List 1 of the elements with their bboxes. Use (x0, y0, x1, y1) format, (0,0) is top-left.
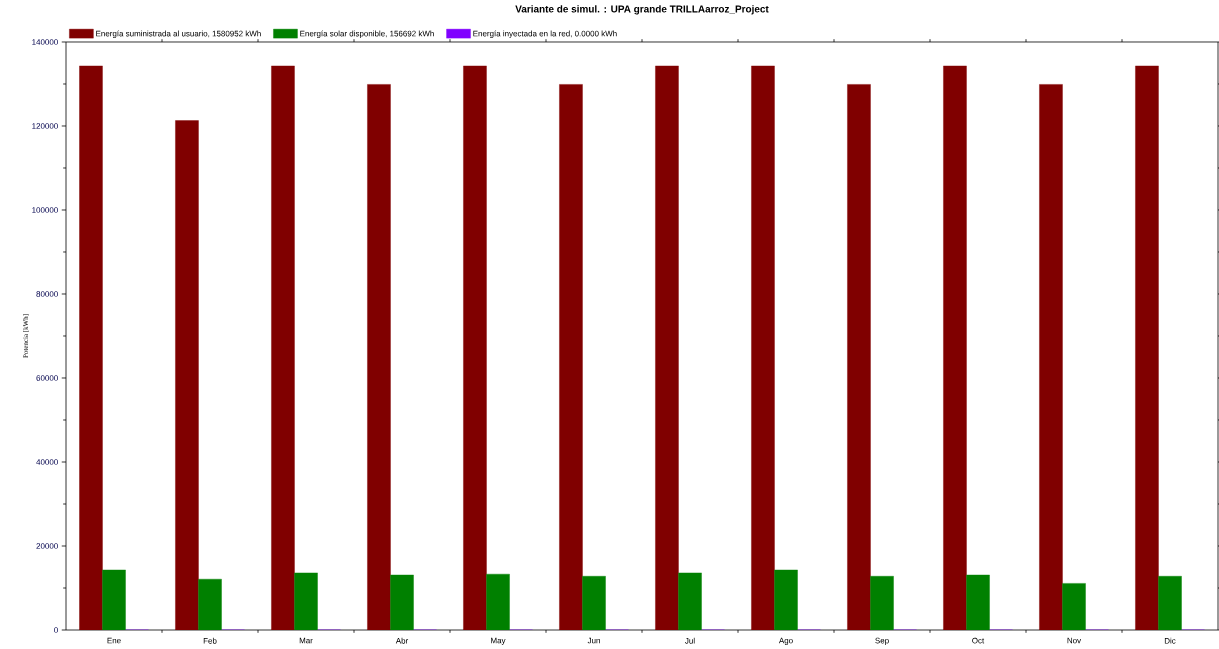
chart-title: Variante de simul. : UPA grande TRILLAarroz_Project (515, 5, 769, 15)
